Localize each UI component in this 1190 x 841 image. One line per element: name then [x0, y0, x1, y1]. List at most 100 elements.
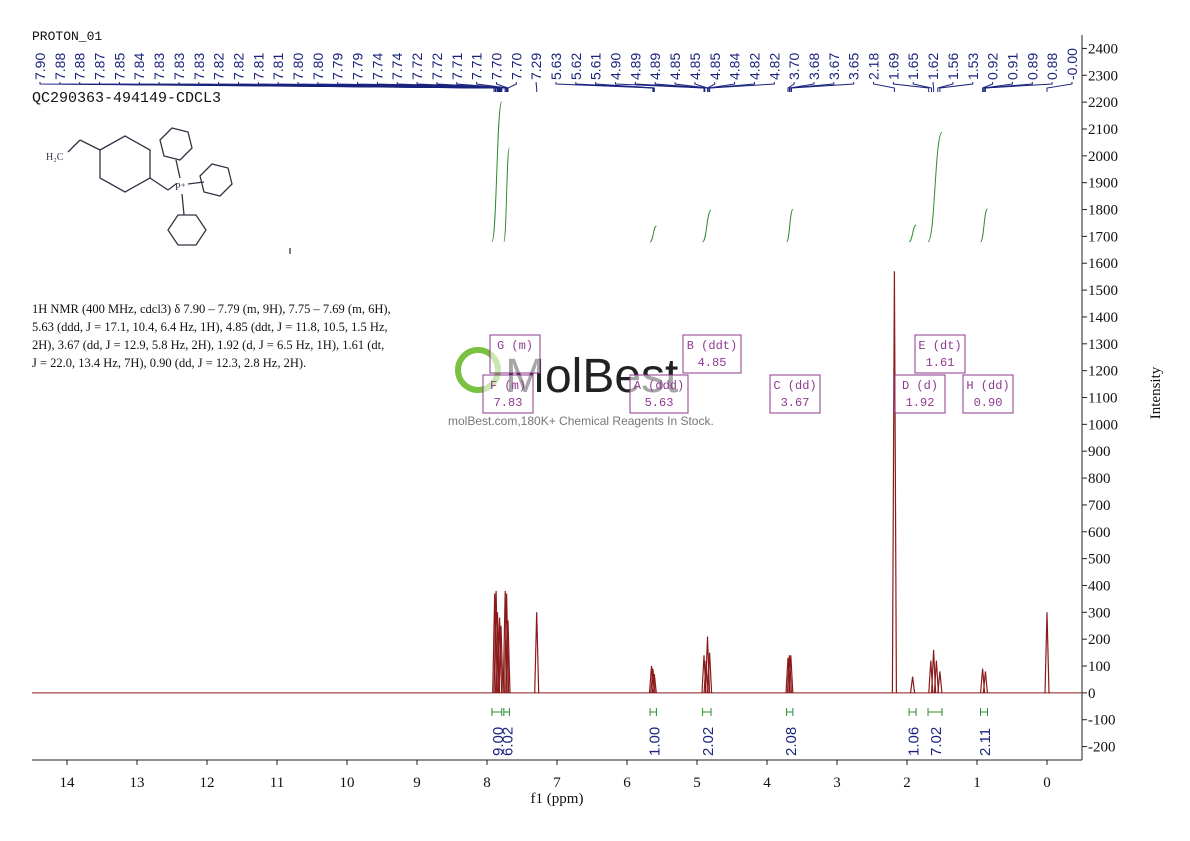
peak	[910, 676, 916, 693]
peak	[504, 593, 510, 693]
peak-label-connector	[937, 82, 954, 92]
multiplet-shift: 5.63	[645, 396, 674, 410]
integral-bracket	[927, 708, 943, 716]
peak-label-connector	[709, 82, 775, 92]
y-tick-label: 2400	[1088, 41, 1118, 57]
integral-curve	[491, 101, 503, 243]
peak-label: 7.79	[330, 53, 346, 80]
integral-curve	[927, 131, 943, 243]
peak	[788, 655, 794, 693]
integral-label: 6.02	[500, 727, 517, 756]
multiplet-shift: 1.61	[926, 356, 955, 370]
peak-label: 1.56	[945, 53, 961, 80]
integral-bracket	[908, 708, 917, 716]
peak-label-connector	[707, 82, 736, 92]
peak-label: 7.87	[92, 53, 108, 80]
peak-label: 0.91	[1004, 53, 1020, 80]
y-tick-label: 1800	[1088, 203, 1118, 219]
structure-label: P⁺	[175, 182, 186, 193]
multiplet-box	[769, 374, 821, 414]
integral-bracket	[980, 708, 988, 716]
chart-title: PROTON_01	[32, 29, 102, 44]
multiplet-box	[894, 374, 946, 414]
peak-label: 7.70	[488, 53, 504, 80]
peak-label: 4.85	[667, 53, 683, 80]
multiplet-box	[489, 334, 541, 374]
peak-label: 7.88	[52, 53, 68, 80]
peak-label: 4.89	[647, 53, 663, 80]
peak-label-connector	[892, 82, 930, 92]
peak-label: 7.82	[211, 53, 227, 80]
multiplet-label: G (m)	[497, 339, 533, 353]
x-tick-label: 8	[483, 775, 491, 791]
x-tick-label: 4	[763, 775, 771, 791]
peak-label: 3.65	[846, 53, 862, 80]
peak-label: 5.62	[568, 53, 584, 80]
x-tick-label: 12	[200, 775, 215, 791]
integral-bracket	[503, 708, 510, 716]
peak-label-connector	[1046, 82, 1073, 92]
y-tick-label: 600	[1088, 525, 1111, 541]
peak-label: 7.83	[191, 53, 207, 80]
integral-label: 7.02	[928, 727, 945, 756]
peak-label-connector	[939, 82, 974, 92]
peak-label-connector	[788, 82, 815, 92]
peak-label-connector	[787, 82, 795, 92]
peak	[497, 617, 503, 693]
peak-label-connector	[982, 82, 1013, 92]
x-tick-label: 6	[623, 775, 631, 791]
peak	[505, 620, 511, 693]
peak	[651, 674, 657, 693]
peak-label-connector	[476, 82, 508, 92]
peak-label: 7.85	[111, 53, 127, 80]
y-tick-label: 2000	[1088, 149, 1118, 165]
multiplet-label: H (dd)	[966, 379, 1009, 393]
peak-label: 0.92	[985, 53, 1001, 80]
peak-label: 3.67	[826, 53, 842, 80]
nmr-description: 1H NMR (400 MHz, cdcl3) δ 7.90 – 7.79 (m…	[32, 302, 391, 370]
peak-label: 7.83	[171, 53, 187, 80]
peak-label-connector	[555, 82, 654, 92]
y-tick-label: 2200	[1088, 95, 1118, 111]
peak-label-connector	[984, 82, 1033, 92]
multiplet-shift: 4.85	[698, 356, 727, 370]
integral-curve	[503, 147, 510, 243]
peak	[786, 655, 792, 693]
peak-label: 7.29	[528, 53, 544, 80]
peak-label: 7.74	[369, 53, 385, 80]
y-tick-label: 1100	[1088, 391, 1117, 407]
peak-label: 5.61	[588, 53, 604, 80]
peak-label: 1.69	[885, 53, 901, 80]
peak-label: 7.84	[131, 53, 147, 80]
peak-label: 7.80	[310, 53, 326, 80]
peak-label: 7.72	[429, 53, 445, 80]
peak-label: 7.83	[151, 53, 167, 80]
x-tick-label: 14	[60, 775, 76, 791]
y-tick-label: 1000	[1088, 417, 1118, 433]
peak	[937, 671, 943, 693]
peak-label: 2.18	[866, 53, 882, 80]
peak-label: 7.90	[32, 53, 48, 80]
multiplet-box	[914, 334, 966, 374]
peak-label: 1.65	[905, 53, 921, 80]
multiplet-shift: 1.92	[906, 396, 935, 410]
peak-label: 1.62	[925, 53, 941, 80]
peak	[534, 612, 540, 693]
peak	[1044, 612, 1050, 693]
peak	[650, 668, 656, 693]
peak-label-connector	[984, 82, 1053, 92]
peak-label: 7.71	[469, 53, 485, 80]
peak-label: 7.81	[270, 53, 286, 80]
integral-bracket	[702, 708, 712, 716]
integral-curve	[980, 208, 988, 243]
structure-label: H₂C	[46, 152, 64, 163]
integral-label: 2.11	[977, 728, 994, 756]
x-tick-label: 7	[553, 775, 561, 791]
peak-label-connector	[789, 82, 835, 92]
integral-bracket	[786, 708, 794, 716]
multiplet-label: D (d)	[902, 379, 938, 393]
y-tick-label: 0	[1088, 686, 1096, 702]
y-tick-label: 1500	[1088, 283, 1118, 299]
peak-label: 7.88	[72, 53, 88, 80]
